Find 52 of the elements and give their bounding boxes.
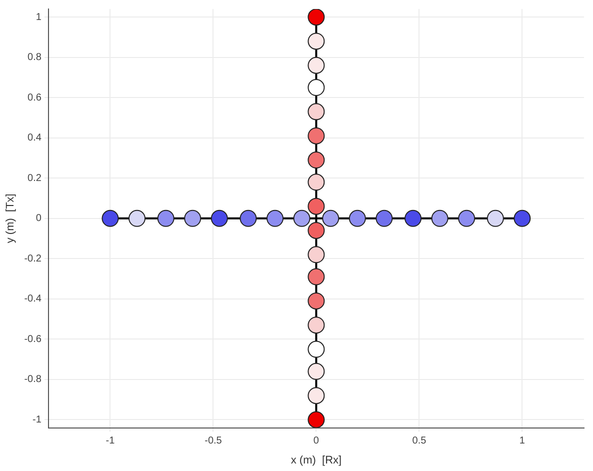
point <box>348 210 366 227</box>
y-tick-label: -0.6 <box>24 334 42 345</box>
point <box>308 387 325 404</box>
x-axis-title: x (m) [Rx] <box>290 454 342 466</box>
point <box>308 222 325 239</box>
point <box>293 210 310 227</box>
point <box>486 210 504 227</box>
x-tick-label: -0.5 <box>204 436 222 447</box>
point <box>128 210 146 227</box>
point <box>266 210 284 227</box>
point <box>308 103 325 120</box>
point <box>308 9 325 26</box>
x-tick-label: 0 <box>313 436 320 447</box>
point <box>308 152 325 169</box>
point <box>376 210 393 227</box>
y-tick-label: 1 <box>36 12 42 23</box>
y-tick-label: -0.2 <box>24 253 42 264</box>
point <box>458 210 476 227</box>
y-tick-label: 0.4 <box>28 132 42 144</box>
point <box>308 198 325 215</box>
y-tick-label: 0.2 <box>28 172 42 184</box>
point <box>308 268 325 286</box>
point <box>322 210 340 227</box>
y-tick-label: 0 <box>36 213 42 224</box>
point <box>514 210 531 227</box>
point <box>308 362 325 380</box>
point <box>184 210 202 227</box>
x-tick-label: -1 <box>106 436 116 447</box>
point <box>431 210 448 227</box>
point <box>157 210 174 227</box>
point <box>210 210 228 227</box>
point <box>308 292 325 310</box>
point <box>308 340 325 358</box>
y-axis-title: y (m) [Tx] <box>4 194 17 244</box>
point <box>308 127 325 144</box>
y-tick-label: 0.8 <box>28 52 42 64</box>
point <box>308 174 325 191</box>
y-tick-label: -0.8 <box>24 374 42 386</box>
point <box>308 411 325 428</box>
x-tick-label: 1 <box>519 436 526 447</box>
point <box>308 56 325 74</box>
x-tick-label: 0.5 <box>412 436 427 447</box>
point <box>404 210 422 227</box>
point <box>102 210 119 227</box>
y-tick-label: -0.4 <box>24 294 42 305</box>
point <box>308 246 325 264</box>
y-tick-label: 0.6 <box>28 92 42 104</box>
point <box>308 79 325 96</box>
point <box>308 32 325 50</box>
y-tick-label: -1 <box>32 414 42 426</box>
point <box>308 316 325 334</box>
point <box>240 210 257 227</box>
